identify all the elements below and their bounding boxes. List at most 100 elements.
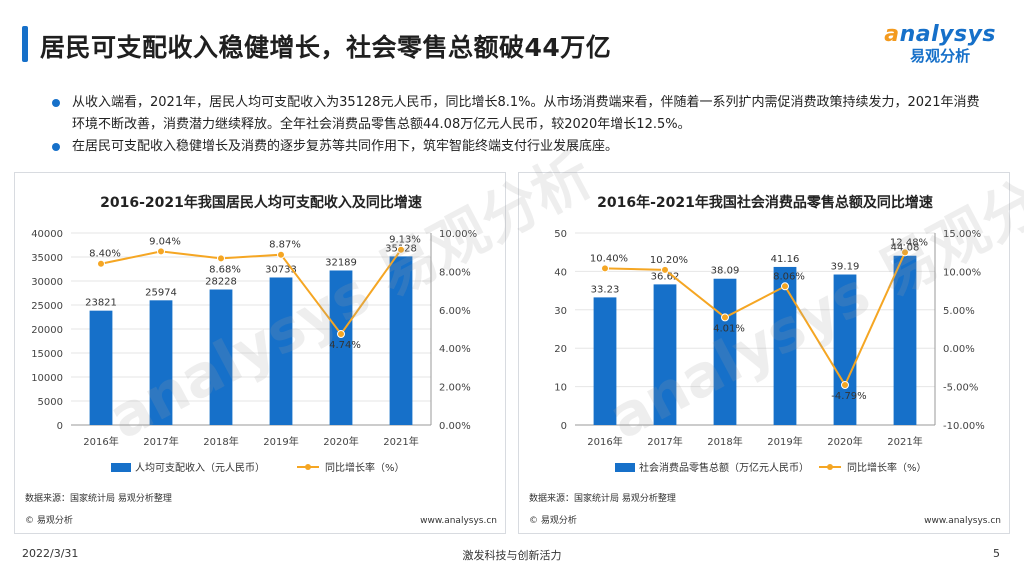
growth-rate-label: 4.74% bbox=[329, 340, 361, 351]
site-url: www.analysys.cn bbox=[420, 516, 497, 526]
bar-value-label: 23821 bbox=[85, 298, 117, 309]
growth-rate-label: 8.87% bbox=[269, 240, 301, 251]
bar-value-label: 38.09 bbox=[711, 266, 740, 277]
legend-line-marker bbox=[305, 464, 311, 470]
growth-rate-point bbox=[337, 329, 345, 338]
y-left-tick-label: 0 bbox=[57, 421, 63, 432]
logo-chinese-name: 易观分析 bbox=[910, 47, 971, 65]
x-tick-label: 2017年 bbox=[647, 435, 682, 448]
y-left-tick-label: 35000 bbox=[31, 253, 63, 264]
y-left-tick-label: 30000 bbox=[31, 277, 63, 288]
legend-line-label: 同比增长率（%） bbox=[847, 461, 927, 474]
growth-rate-point bbox=[277, 250, 285, 259]
bar-2016年 bbox=[593, 297, 617, 425]
y-left-tick-label: 10 bbox=[554, 383, 567, 394]
legend-bar-swatch bbox=[615, 463, 635, 472]
page-number: 5 bbox=[993, 547, 1000, 560]
income-chart: 2016-2021年我国居民人均可支配收入及同比增速 0 5000 10000 1500… bbox=[25, 194, 497, 526]
x-tick-label: 2019年 bbox=[263, 435, 298, 448]
x-tick-label: 2016年 bbox=[83, 435, 118, 448]
y-right-tick-label: 10.00% bbox=[439, 229, 477, 240]
y-left-tick-label: 25000 bbox=[31, 301, 63, 312]
growth-rate-point bbox=[397, 245, 405, 254]
bar-2019年 bbox=[269, 277, 293, 425]
bar-value-label: 44.08 bbox=[891, 243, 920, 254]
bar-2021年 bbox=[893, 255, 917, 425]
growth-rate-line bbox=[100, 249, 402, 336]
bar-2020年 bbox=[329, 270, 353, 425]
retail-chart-panel: 2016年-2021年我国社会消费品零售总额及同比增速 0 10 20 30 40 50 -1… bbox=[518, 172, 1010, 534]
copyright: © 易观分析 bbox=[529, 514, 577, 526]
growth-rate-point bbox=[841, 380, 849, 389]
y-left-tick-label: 20 bbox=[554, 344, 567, 355]
growth-rate-point bbox=[97, 259, 105, 268]
y-right-tick-label: 4.00% bbox=[439, 344, 471, 355]
x-tick-label: 2016年 bbox=[587, 435, 622, 448]
growth-rate-label: 9.13% bbox=[389, 235, 421, 246]
growth-rate-label: 4.01% bbox=[713, 323, 745, 334]
chart-title: 2016-2021年我国居民人均可支配收入及同比增速 bbox=[100, 194, 422, 211]
summary-bullets: 从收入端看，2021年，居民人均可支配收入为35128元人民币，同比增长8.1%… bbox=[50, 92, 980, 158]
y-right-tick-label: 0.00% bbox=[439, 421, 471, 432]
y-left-tick-label: 5000 bbox=[38, 397, 63, 408]
growth-rate-label: 12.48% bbox=[890, 237, 928, 248]
data-source: 数据来源：国家统计局 易观分析整理 bbox=[529, 492, 676, 504]
income-chart-panel: 2016-2021年我国居民人均可支配收入及同比增速 0 5000 10000 1500… bbox=[14, 172, 506, 534]
site-url: www.analysys.cn bbox=[924, 516, 1001, 526]
chart-title: 2016年-2021年我国社会消费品零售总额及同比增速 bbox=[597, 194, 933, 211]
copyright: © 易观分析 bbox=[25, 514, 73, 526]
bar-value-label: 25974 bbox=[145, 287, 177, 298]
growth-rate-label: 9.04% bbox=[149, 236, 181, 247]
x-tick-label: 2021年 bbox=[887, 435, 922, 448]
x-tick-label: 2020年 bbox=[323, 435, 358, 448]
y-left-tick-label: 40 bbox=[554, 267, 567, 278]
y-left-tick-label: 10000 bbox=[31, 373, 63, 384]
y-left-tick-label: 30 bbox=[554, 306, 567, 317]
bar-value-label: 33.23 bbox=[591, 284, 620, 295]
growth-rate-label: 8.68% bbox=[209, 264, 241, 275]
growth-rate-point bbox=[901, 248, 909, 257]
legend-line-marker bbox=[827, 464, 833, 470]
y-left-tick-label: 0 bbox=[561, 421, 567, 432]
x-tick-label: 2021年 bbox=[383, 435, 418, 448]
growth-rate-point bbox=[661, 265, 669, 274]
growth-rate-point bbox=[157, 247, 165, 256]
analysys-logo: analysys 易观分析 bbox=[884, 22, 996, 66]
footer-slogan: 激发科技与创新活力 bbox=[462, 549, 562, 562]
bar-value-label: 30733 bbox=[265, 264, 297, 275]
growth-rate-label: 8.06% bbox=[773, 271, 805, 282]
retail-chart: 2016年-2021年我国社会消费品零售总额及同比增速 0 10 20 30 40 50 -1… bbox=[529, 194, 1001, 526]
legend-bar-label: 人均可支配收入（元人民币） bbox=[135, 461, 265, 474]
growth-rate-point bbox=[217, 254, 225, 263]
footer-date: 2022/3/31 bbox=[22, 547, 79, 560]
bar-value-label: 39.19 bbox=[831, 262, 860, 273]
x-tick-label: 2020年 bbox=[827, 435, 862, 448]
growth-rate-point bbox=[781, 282, 789, 291]
y-right-tick-label: -10.00% bbox=[943, 421, 985, 432]
y-left-tick-label: 15000 bbox=[31, 349, 63, 360]
page-title: 居民可支配收入稳健增长，社会零售总额破44万亿 bbox=[40, 33, 612, 62]
growth-rate-point bbox=[601, 264, 609, 273]
y-right-tick-label: 2.00% bbox=[439, 383, 471, 394]
growth-rate-label: 10.20% bbox=[650, 255, 688, 266]
y-left-tick-label: 40000 bbox=[31, 229, 63, 240]
bullet-income-consumption: 从收入端看，2021年，居民人均可支配收入为35128元人民币，同比增长8.1%… bbox=[50, 92, 980, 136]
bar-2020年 bbox=[833, 274, 857, 425]
y-right-tick-label: 10.00% bbox=[943, 267, 981, 278]
y-right-tick-label: -5.00% bbox=[943, 383, 978, 394]
bar-2018年 bbox=[209, 289, 233, 425]
y-right-tick-label: 6.00% bbox=[439, 306, 471, 317]
bar-2016年 bbox=[89, 310, 113, 425]
legend-bar-swatch bbox=[111, 463, 131, 472]
logo-wordmark: analysys bbox=[884, 22, 996, 47]
growth-rate-label: 8.40% bbox=[89, 249, 121, 260]
growth-rate-label: 10.40% bbox=[590, 253, 628, 264]
bar-value-label: 36.62 bbox=[651, 271, 680, 282]
bar-value-label: 28228 bbox=[205, 277, 237, 288]
bar-2017年 bbox=[149, 300, 173, 425]
y-right-tick-label: 0.00% bbox=[943, 344, 975, 355]
growth-rate-label: -4.79% bbox=[831, 391, 866, 402]
x-tick-label: 2018年 bbox=[707, 435, 742, 448]
legend-bar-label: 社会消费品零售总额（万亿元人民币） bbox=[639, 461, 809, 474]
x-tick-label: 2018年 bbox=[203, 435, 238, 448]
